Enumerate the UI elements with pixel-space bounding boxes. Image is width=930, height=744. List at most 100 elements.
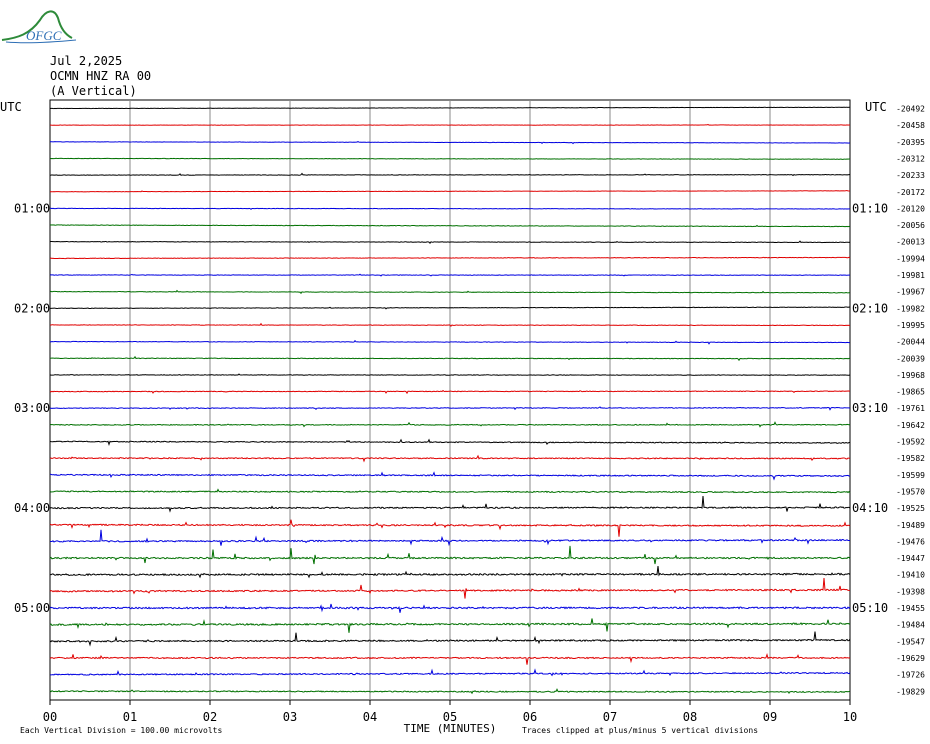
trace-offset-label: -19476 — [896, 537, 925, 546]
trace-line — [49, 668, 851, 677]
left-time-label: 04:00 — [14, 501, 50, 515]
trace-offset-label: -19489 — [896, 521, 925, 530]
ofgc-logo: OFGC — [1, 10, 77, 44]
trace-offset-label: -19967 — [896, 288, 925, 297]
trace-line — [49, 529, 851, 547]
logo-text: OFGC — [26, 28, 62, 43]
trace-line — [49, 355, 851, 362]
left-time-label: 02:00 — [14, 301, 50, 315]
trace-line — [49, 123, 851, 126]
trace-line — [49, 207, 851, 210]
trace-offset-label: -19968 — [896, 371, 925, 380]
trace-line — [49, 157, 851, 160]
trace-line — [49, 565, 851, 579]
x-tick-label: 00 — [43, 710, 57, 724]
station-label: OCMN HNZ RA 00 — [50, 69, 152, 83]
trace-offset-label: -19592 — [896, 438, 925, 447]
left-time-label: 05:00 — [14, 601, 50, 615]
trace-line — [49, 519, 851, 537]
trace-line — [49, 106, 851, 110]
trace-line — [49, 306, 851, 310]
trace-offset-label: -19981 — [896, 271, 925, 280]
trace-offset-label: -19599 — [896, 471, 925, 480]
left-time-label: 01:00 — [14, 201, 50, 215]
x-tick-label: 05 — [443, 710, 457, 724]
trace-offset-label: -19455 — [896, 604, 925, 613]
trace-offset-label: -20312 — [896, 154, 925, 163]
right-time-label: 02:10 — [852, 301, 888, 315]
trace-line — [49, 224, 851, 228]
trace-offset-label: -19547 — [896, 637, 925, 646]
right-utc-header: UTC — [865, 100, 887, 114]
right-time-label: 01:10 — [852, 201, 888, 215]
trace-offset-label: -19994 — [896, 254, 925, 263]
date-label: Jul 2,2025 — [50, 54, 123, 68]
trace-line — [49, 389, 851, 395]
x-tick-label: 09 — [763, 710, 777, 724]
trace-offset-label: -19982 — [896, 304, 925, 313]
trace-offset-label: -20395 — [896, 138, 925, 147]
trace-line — [49, 373, 851, 376]
x-axis-label: TIME (MINUTES) — [404, 722, 497, 735]
trace-offset-label: -19995 — [896, 321, 925, 330]
trace-offset-label: -20044 — [896, 338, 925, 347]
trace-offset-label: -20492 — [896, 105, 925, 114]
right-time-label: 04:10 — [852, 501, 888, 515]
x-tick-label: 10 — [843, 710, 857, 724]
clipping-note: Traces clipped at plus/minus 5 vertical … — [522, 726, 758, 735]
trace-line — [49, 256, 851, 260]
x-tick-label: 04 — [363, 710, 377, 724]
trace-offset-label: -19447 — [896, 554, 925, 563]
trace-line — [49, 438, 850, 446]
trace-offset-label: -20458 — [896, 121, 925, 130]
trace-offset-label: -20120 — [896, 204, 925, 213]
trace-line — [49, 289, 851, 295]
trace-offset-label: -19398 — [896, 587, 925, 596]
trace-line — [49, 631, 851, 647]
trace-line — [49, 495, 851, 513]
trace-offset-label: -19629 — [896, 654, 925, 663]
left-utc-header: UTC — [0, 100, 22, 114]
trace-offset-label: -19829 — [896, 687, 925, 696]
trace-line — [49, 578, 851, 599]
trace-line — [49, 603, 851, 613]
trace-line — [49, 406, 851, 411]
mountain-logo-icon — [1, 10, 73, 41]
x-tick-label: 06 — [523, 710, 537, 724]
trace-line — [49, 322, 851, 327]
trace-line — [49, 688, 851, 695]
trace-offset-label: -19525 — [896, 504, 925, 513]
x-tick-label: 08 — [683, 710, 697, 724]
trace-line — [49, 545, 851, 565]
trace-offset-label: -20039 — [896, 354, 925, 363]
trace-line — [49, 240, 851, 244]
left-time-label: 03:00 — [14, 401, 50, 415]
trace-offset-label: -19570 — [896, 487, 925, 496]
trace-offset-label: -20013 — [896, 238, 925, 247]
trace-offset-label: -19582 — [896, 454, 925, 463]
trace-offset-label: -19726 — [896, 671, 925, 680]
x-tick-label: 07 — [603, 710, 617, 724]
trace-line — [49, 421, 851, 428]
trace-offset-label: -19761 — [896, 404, 925, 413]
trace-offset-label: -20233 — [896, 171, 925, 180]
trace-line — [49, 488, 851, 494]
trace-offset-label: -20056 — [896, 221, 925, 230]
x-tick-label: 02 — [203, 710, 217, 724]
trace-line — [49, 273, 851, 277]
right-time-label: 05:10 — [852, 601, 888, 615]
trace-offset-label: -19410 — [896, 571, 925, 580]
trace-offset-label: -19865 — [896, 388, 925, 397]
trace-offset-label: -19484 — [896, 621, 925, 630]
trace-line — [49, 618, 851, 633]
trace-line — [49, 339, 851, 345]
x-tick-label: 03 — [283, 710, 297, 724]
trace-line — [49, 454, 851, 463]
trace-offset-label: -19642 — [896, 421, 925, 430]
swoosh-logo-icon — [5, 39, 77, 44]
trace-line — [49, 471, 851, 481]
x-tick-label: 01 — [123, 710, 137, 724]
component-label: (A Vertical) — [50, 84, 137, 98]
vertical-division-note: Each Vertical Division = 100.00 microvol… — [20, 726, 222, 735]
